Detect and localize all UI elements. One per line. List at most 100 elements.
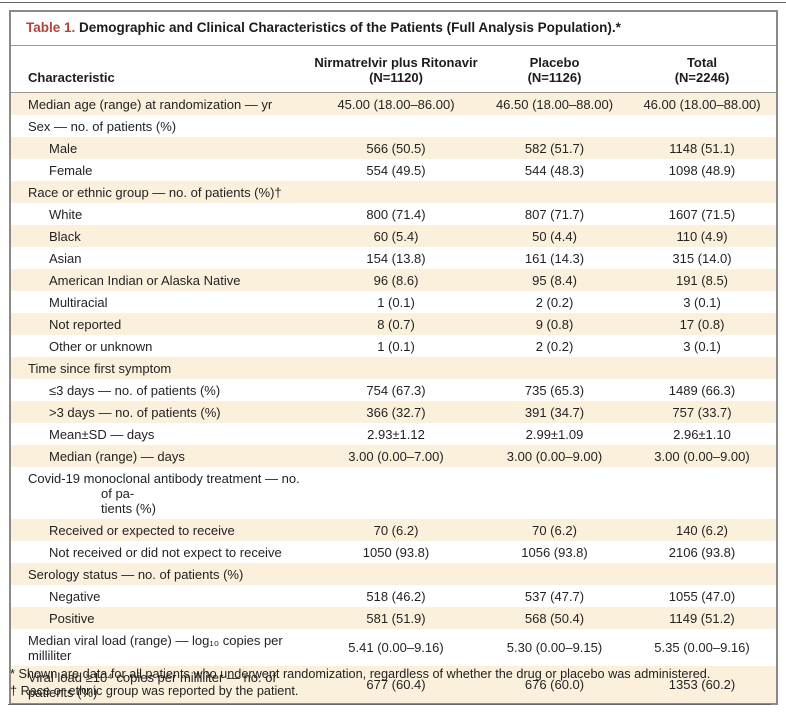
value-nirmatrelvir: 1050 (93.8) bbox=[362, 544, 430, 560]
table-number: Table 1. bbox=[26, 20, 76, 35]
table-row: Received or expected to receive 70 (6.2)… bbox=[11, 519, 776, 541]
value-placebo: 9 (0.8) bbox=[535, 316, 574, 332]
value-total: 757 (33.7) bbox=[672, 404, 732, 420]
value-total: 3 (0.1) bbox=[683, 294, 721, 310]
value-nirmatrelvir: 96 (8.6) bbox=[373, 272, 419, 288]
section-header-row: Covid-19 monoclonal antibody treatment —… bbox=[11, 467, 776, 519]
value-total: 5.35 (0.00–9.16) bbox=[654, 640, 750, 655]
value-nirmatrelvir: 2.93±1.12 bbox=[367, 426, 425, 442]
value-total: 1055 (47.0) bbox=[668, 588, 736, 604]
value-total: 3.00 (0.00–9.00) bbox=[654, 448, 750, 464]
table1-card: Table 1. Demographic and Clinical Charac… bbox=[9, 10, 778, 705]
table-row: Male 566 (50.5) 582 (51.7) 1148 (51.1) bbox=[11, 137, 776, 159]
value-total: 315 (14.0) bbox=[672, 250, 732, 266]
section-header-row: Serology status — no. of patients (%) bbox=[11, 563, 776, 585]
table-row: >3 days — no. of patients (%) 366 (32.7)… bbox=[11, 401, 776, 423]
value-nirmatrelvir: 70 (6.2) bbox=[373, 522, 419, 538]
characteristic-label: Median (range) — days bbox=[49, 448, 185, 464]
value-nirmatrelvir: 518 (46.2) bbox=[366, 588, 426, 604]
page-top-rule bbox=[0, 2, 786, 3]
table-row: Multiracial 1 (0.1) 2 (0.2) 3 (0.1) bbox=[11, 291, 776, 313]
value-nirmatrelvir: 677 (60.4) bbox=[366, 677, 426, 692]
characteristic-label: White bbox=[49, 206, 83, 222]
characteristic-label: Median viral load (range) — log₁₀ copies… bbox=[28, 632, 283, 663]
characteristic-label: Male bbox=[49, 140, 78, 156]
col-header-nirmatrelvir-n: (N=1120) bbox=[369, 70, 423, 85]
value-placebo bbox=[481, 571, 628, 578]
characteristic-label: >3 days — no. of patients (%) bbox=[49, 404, 221, 420]
table-row: Mean±SD — days 2.93±1.12 2.99±1.09 2.96±… bbox=[11, 423, 776, 445]
value-nirmatrelvir: 60 (5.4) bbox=[373, 228, 419, 244]
value-total: 1148 (51.1) bbox=[669, 140, 735, 156]
value-nirmatrelvir: 8 (0.7) bbox=[377, 316, 415, 332]
value-placebo: 50 (4.4) bbox=[532, 228, 577, 244]
value-placebo: 95 (8.4) bbox=[532, 272, 577, 288]
value-placebo: 1056 (93.8) bbox=[521, 544, 588, 560]
value-total bbox=[628, 571, 776, 578]
table-row: Median viral load (range) — log₁₀ copies… bbox=[11, 629, 776, 666]
value-placebo: 70 (6.2) bbox=[532, 522, 577, 538]
value-total: 1353 (60.2) bbox=[668, 677, 736, 692]
characteristic-label: Covid-19 monoclonal antibody treatment —… bbox=[28, 470, 300, 516]
value-placebo bbox=[481, 365, 628, 372]
table-row: ≤3 days — no. of patients (%) 754 (67.3)… bbox=[11, 379, 776, 401]
value-nirmatrelvir: 554 (49.5) bbox=[366, 162, 426, 178]
value-total: 110 (4.9) bbox=[676, 228, 728, 244]
characteristic-label: Received or expected to receive bbox=[49, 522, 235, 538]
value-nirmatrelvir: 581 (51.9) bbox=[366, 610, 426, 626]
col-header-placebo: Placebo (N=1126) bbox=[481, 55, 628, 85]
characteristic-label: Median age (range) at randomization — yr bbox=[28, 96, 273, 112]
value-placebo: 568 (50.4) bbox=[524, 610, 585, 626]
section-header-row: Time since first symptom bbox=[11, 357, 776, 379]
value-total: 2106 (93.8) bbox=[668, 544, 736, 560]
characteristic-label: American Indian or Alaska Native bbox=[49, 272, 241, 288]
characteristic-label: Sex — no. of patients (%) bbox=[28, 118, 177, 134]
table-row: White 800 (71.4) 807 (71.7) 1607 (71.5) bbox=[11, 203, 776, 225]
value-nirmatrelvir: 1 (0.1) bbox=[377, 294, 415, 310]
footnote-asterisk: * Shown are data for all patients who un… bbox=[10, 667, 711, 681]
characteristic-label: Asian bbox=[49, 250, 82, 266]
value-placebo: 735 (65.3) bbox=[524, 382, 585, 398]
value-nirmatrelvir bbox=[311, 123, 481, 130]
table-row: Not received or did not expect to receiv… bbox=[11, 541, 776, 563]
value-nirmatrelvir: 45.00 (18.00–86.00) bbox=[337, 96, 455, 112]
table-row: Black 60 (5.4) 50 (4.4) 110 (4.9) bbox=[11, 225, 776, 247]
value-total: 1149 (51.2) bbox=[669, 610, 735, 626]
footnotes: * Shown are data for all patients who un… bbox=[10, 666, 778, 699]
characteristic-label: Time since first symptom bbox=[28, 360, 172, 376]
table-row: Negative 518 (46.2) 537 (47.7) 1055 (47.… bbox=[11, 585, 776, 607]
value-total: 46.00 (18.00–88.00) bbox=[643, 96, 761, 112]
col-header-total-name: Total bbox=[686, 55, 718, 70]
value-placebo: 807 (71.7) bbox=[524, 206, 585, 222]
col-header-total-n: (N=2246) bbox=[674, 70, 730, 85]
characteristic-label: Positive bbox=[49, 610, 95, 626]
value-nirmatrelvir bbox=[311, 571, 481, 578]
value-total bbox=[628, 365, 776, 372]
characteristic-label: ≤3 days — no. of patients (%) bbox=[49, 382, 221, 398]
value-total: 2.96±1.10 bbox=[673, 426, 731, 442]
value-placebo bbox=[481, 490, 628, 497]
table-title: Table 1. Demographic and Clinical Charac… bbox=[11, 12, 776, 46]
table-row: Asian 154 (13.8) 161 (14.3) 315 (14.0) bbox=[11, 247, 776, 269]
value-placebo: 46.50 (18.00–88.00) bbox=[495, 96, 614, 112]
value-total: 191 (8.5) bbox=[675, 272, 729, 288]
table-row: American Indian or Alaska Native 96 (8.6… bbox=[11, 269, 776, 291]
characteristic-label: Race or ethnic group — no. of patients (… bbox=[28, 184, 282, 200]
col-header-nirmatrelvir-name: Nirmatrelvir plus Ritonavir bbox=[314, 55, 478, 70]
value-total: 1489 (66.3) bbox=[668, 382, 736, 398]
characteristic-label: Not reported bbox=[49, 316, 122, 332]
footnote-dagger: † Race or ethnic group was reported by t… bbox=[10, 683, 299, 698]
value-placebo: 544 (48.3) bbox=[524, 162, 585, 178]
column-header-row: Characteristic Nirmatrelvir plus Ritonav… bbox=[11, 46, 776, 93]
value-total: 3 (0.1) bbox=[683, 338, 721, 354]
table-row: Not reported 8 (0.7) 9 (0.8) 17 (0.8) bbox=[11, 313, 776, 335]
value-nirmatrelvir: 5.41 (0.00–9.16) bbox=[348, 640, 444, 655]
value-total: 1098 (48.9) bbox=[668, 162, 736, 178]
characteristic-label: Viral load ≥10⁴ copies per milliliter — … bbox=[28, 669, 277, 700]
table-row: Median (range) — days 3.00 (0.00–7.00) 3… bbox=[11, 445, 776, 467]
value-placebo: 2.99±1.09 bbox=[525, 426, 584, 442]
value-total: 1607 (71.5) bbox=[668, 206, 736, 222]
table-row: Other or unknown 1 (0.1) 2 (0.2) 3 (0.1) bbox=[11, 335, 776, 357]
characteristic-label: Multiracial bbox=[49, 294, 108, 310]
value-placebo: 676 (60.0) bbox=[524, 677, 585, 692]
